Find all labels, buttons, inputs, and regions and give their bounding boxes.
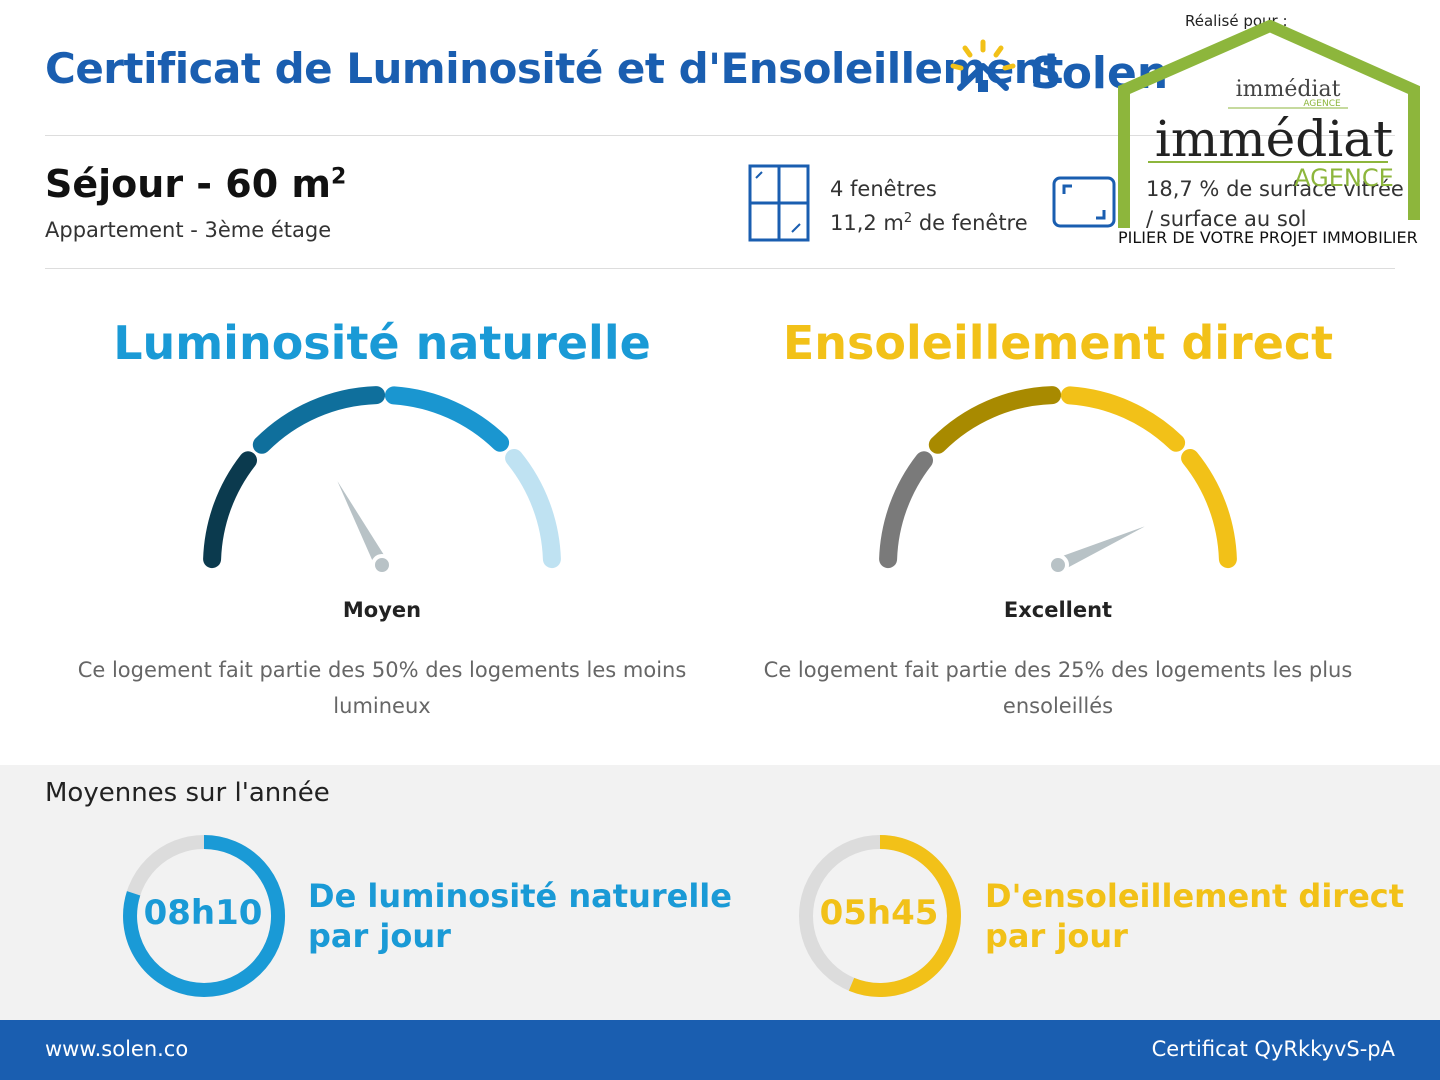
agency-tagline: PILIER DE VOTRE PROJET IMMOBILIER (1118, 228, 1418, 247)
gauge-segment (505, 449, 561, 569)
ensoleillement-rating: Excellent (1003, 598, 1113, 622)
room-title: Séjour - 60 m2 (45, 162, 347, 206)
divider (45, 135, 1395, 136)
agency-logo: immédiat AGENCE immédiat AGENCE (1118, 20, 1420, 228)
window-area: 11,2 m2 de fenêtre (830, 211, 1028, 235)
agency-small-name: immédiat (1236, 77, 1341, 102)
ring-progress (123, 835, 286, 997)
page-title: Certificat de Luminosité et d'Ensoleille… (45, 44, 1063, 93)
ensoleillement-gauge (879, 386, 1237, 576)
gauge-segment (1181, 449, 1237, 569)
agency-big-name: immédiat (1155, 110, 1393, 168)
luminosite-rating: Moyen (342, 598, 422, 622)
agency-big-sub: AGENCE (1294, 164, 1394, 192)
glazing-floor: / surface au sol (1146, 207, 1307, 231)
glazing-ratio: 18,7 % de surface vitrée (1146, 177, 1404, 201)
ensoleillement-duration: 05h45 (819, 893, 939, 933)
luminosite-duration-label: De luminosité naturelle par jour (308, 877, 732, 955)
gauge-segment (384, 386, 510, 452)
gauge-needle (1055, 526, 1145, 572)
gauge-segment (879, 451, 933, 569)
ensoleillement-title: Ensoleillement direct (782, 316, 1334, 370)
window-count: 4 fenêtres (830, 177, 937, 201)
divider (45, 268, 1395, 269)
gauge-hub (1047, 554, 1069, 576)
gauge-hub (371, 554, 393, 576)
certificate-id: Certificat QyRkkyvS-pA (1151, 1037, 1395, 1061)
ensoleillement-description: Ce logement fait partie des 25% des loge… (763, 658, 1353, 718)
luminosite-duration: 08h10 (143, 893, 263, 933)
yearly-title: Moyennes sur l'année (45, 778, 330, 808)
glazing-stats: 18,7 % de surface vitrée / surface au so… (1146, 174, 1404, 234)
gauge-needle (337, 481, 389, 569)
gauge-segment (252, 386, 386, 454)
luminosite-ring (123, 835, 286, 997)
ensoleillement-ring (799, 835, 961, 997)
brand-name: Solen (1030, 48, 1169, 99)
luminosite-description: Ce logement fait partie des 50% des loge… (77, 658, 687, 718)
solen-logo-icon (950, 39, 1016, 92)
window-stats: 4 fenêtres 11,2 m2 de fenêtre (830, 174, 1028, 238)
room-subtitle: Appartement - 3ème étage (45, 218, 332, 242)
ensoleillement-duration-label: D'ensoleillement direct par jour (985, 877, 1405, 955)
ring-progress (848, 835, 961, 997)
luminosite-gauge (203, 386, 561, 576)
gauge-segment (203, 451, 257, 569)
footer (0, 1020, 1440, 1080)
floor-area-icon (1052, 176, 1116, 228)
website-link[interactable]: www.solen.co (45, 1037, 189, 1061)
agency-small-sub: AGENCE (1303, 99, 1341, 109)
gauge-segment (928, 386, 1062, 454)
luminosite-title: Luminosité naturelle (113, 316, 651, 370)
gauge-segment (1060, 386, 1186, 452)
window-icon (748, 164, 810, 242)
